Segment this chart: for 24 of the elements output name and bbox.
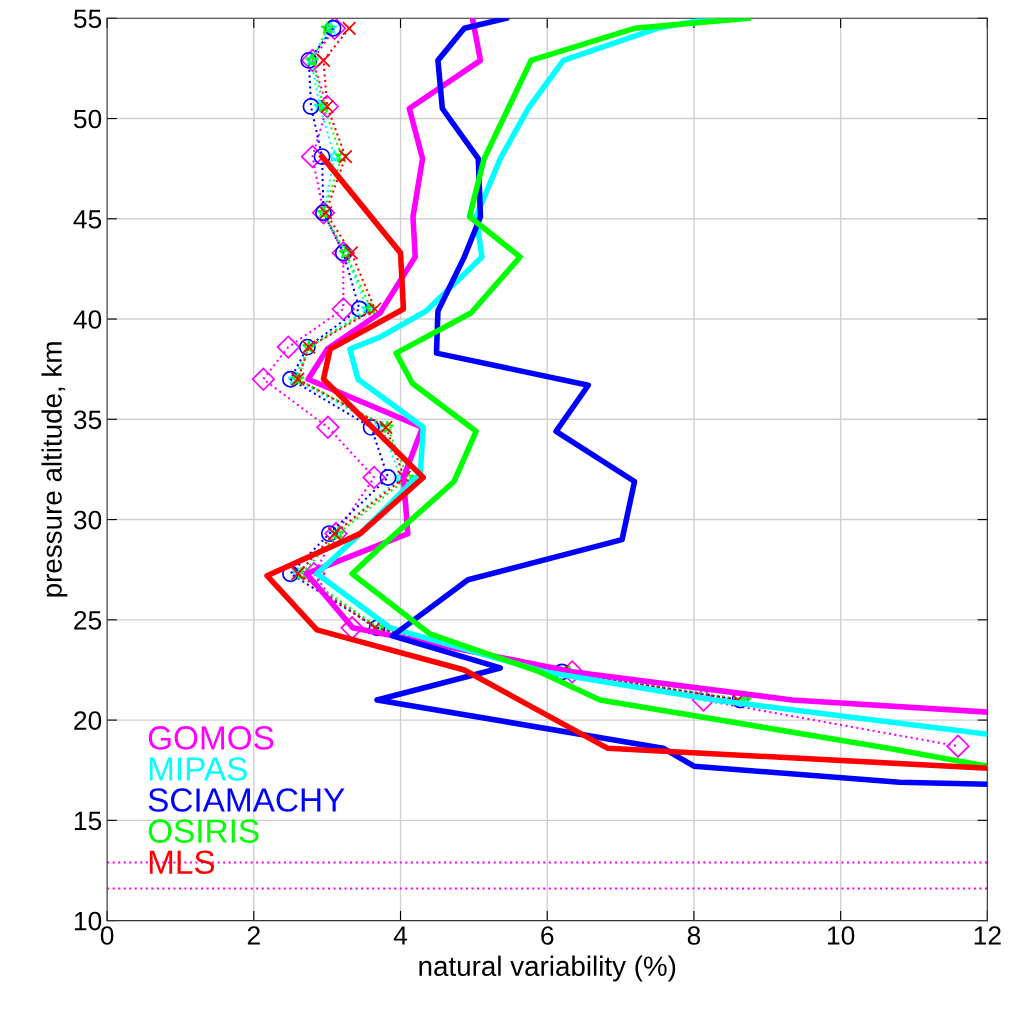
x-tick-label: 2 [247,926,260,945]
y-tick-label: 15 [74,811,102,831]
y-tick-label: 20 [74,711,102,730]
y-tick-label: 35 [73,410,102,430]
text: SCIAMACHY [148,788,345,812]
x-tick-label: 6 [541,926,554,945]
y-tick-label: 40 [73,310,102,329]
x-tick-label: 12 [974,926,1001,945]
y-tick-label: 50 [73,109,102,129]
text: MLS [149,850,215,875]
x-tick-label: 0 [100,926,114,945]
text: MIPAS [149,757,247,781]
x-tick-label: 10 [827,926,855,945]
x-axis-title: natural variability (%) [419,955,676,982]
x-tick-label: 8 [687,926,701,945]
y-axis-title: pressure altitude, km [41,342,68,597]
y-tick-label: 25 [74,610,102,630]
text: OSIRIS [148,819,259,843]
y-tick-label: 10 [74,911,102,931]
y-tick-label: 45 [73,210,102,229]
text: GOMOS [148,726,274,750]
x-tick-label: 4 [393,926,408,945]
y-tick-label: 55 [73,9,102,29]
y-tick-label: 30 [73,510,102,530]
